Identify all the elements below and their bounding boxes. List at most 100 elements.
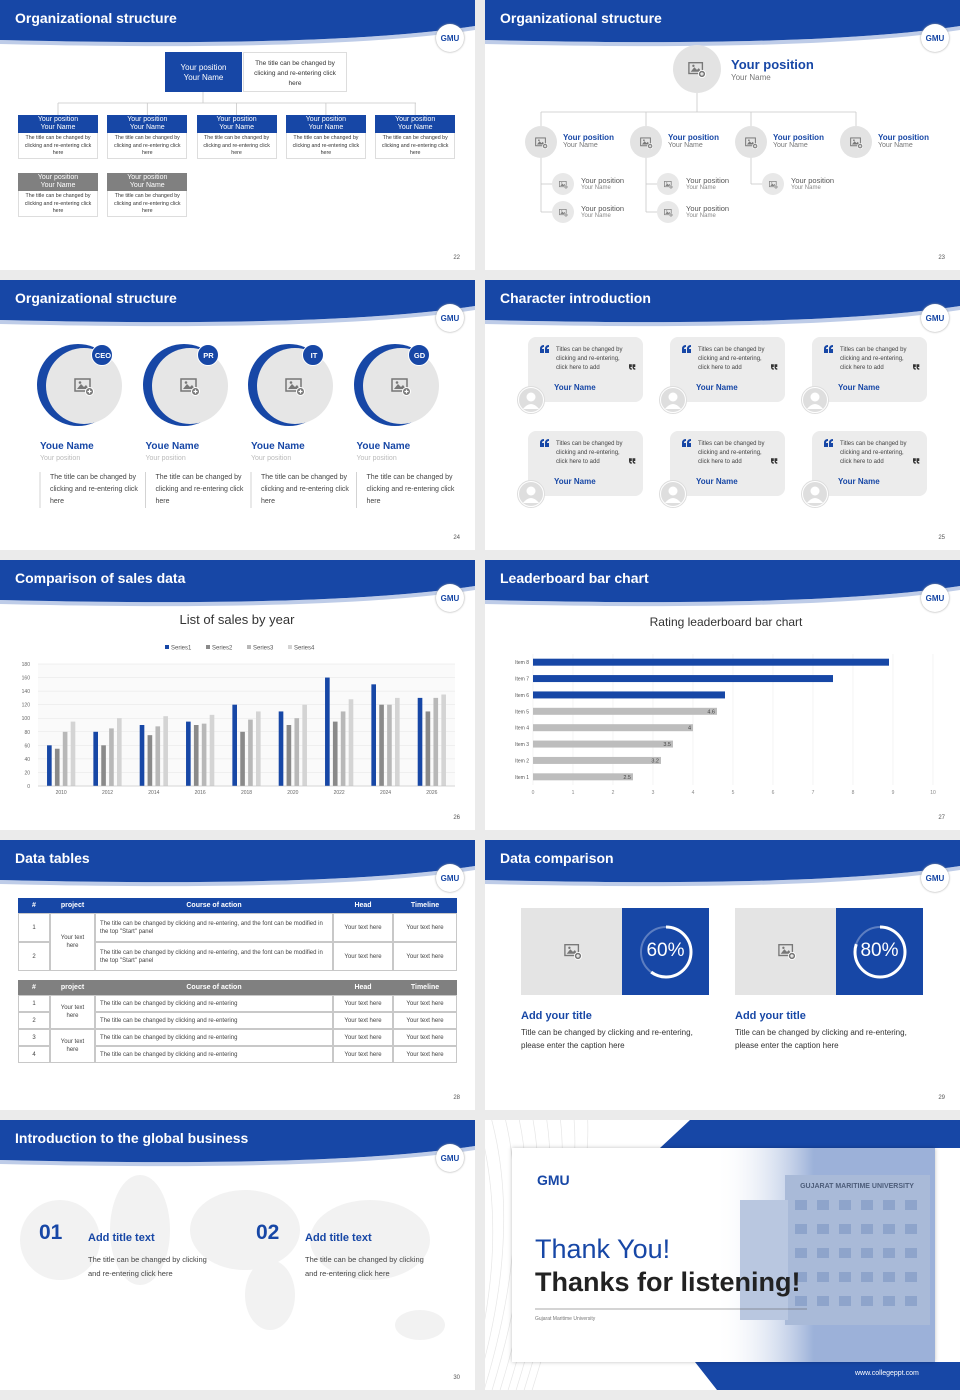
avatar-body: [523, 404, 539, 409]
legend-label: Series4: [294, 646, 315, 652]
position: Your position: [127, 174, 168, 181]
icon-sun: [665, 181, 667, 184]
map-continent: [20, 1200, 100, 1280]
member-note: The title can be changed by clicking and…: [261, 474, 349, 505]
avatar-icon: [803, 388, 827, 412]
avatar-icon: [661, 482, 685, 506]
avatar: [517, 386, 545, 414]
logo-text: GMU: [440, 594, 460, 603]
bar: [533, 658, 889, 666]
map-continent: [310, 1200, 430, 1280]
icon-mountain: [769, 183, 776, 186]
name: Your Name: [40, 124, 76, 131]
bar: [441, 694, 446, 786]
member-header: Your position Your Name: [107, 115, 188, 133]
timeline-cell: Your text here: [393, 1029, 457, 1046]
icon-sun: [184, 381, 187, 384]
graphics: List of sales by year Series1 Series2 Serie…: [22, 612, 455, 796]
icon-frame: [558, 208, 567, 215]
window: [817, 1224, 829, 1234]
row-number: 4: [18, 1046, 50, 1063]
quote-icon: [540, 439, 549, 447]
quote-text: Titles can be changed by clicking and re…: [556, 441, 623, 465]
quote-icon: [913, 458, 920, 464]
quote-icon: [629, 364, 636, 370]
member-note: The title can be changed by clicking and…: [107, 191, 188, 217]
logo: GMU: [537, 1172, 570, 1188]
card-name: Your Name: [554, 383, 596, 392]
page-number: 23: [938, 255, 945, 261]
data-label: 4: [688, 726, 691, 732]
card-name: Your Name: [838, 383, 880, 392]
child-position: Your position: [791, 176, 835, 185]
image-icon: [778, 944, 796, 960]
name: Your Name: [773, 142, 808, 149]
quote-shape: [913, 458, 920, 464]
slide: Introduction to the global business GMU 30…: [0, 1120, 475, 1390]
bar: [278, 711, 284, 786]
member-position: Your position: [145, 455, 186, 462]
subtitle: Thanks for listening!: [535, 1267, 801, 1297]
quote-shape: [629, 364, 636, 370]
item-number: 02: [256, 1221, 280, 1244]
bar: [186, 721, 191, 786]
ring: [853, 925, 906, 978]
x-tick-label: 2014: [148, 790, 159, 796]
header-accent: [485, 866, 960, 887]
member-name: Youe Name: [251, 441, 305, 452]
window: [905, 1272, 917, 1282]
icon-mountain: [77, 384, 89, 389]
image-icon: [639, 136, 653, 149]
avatar: [801, 386, 829, 414]
row-number: 3: [18, 1029, 50, 1046]
slide-title: Organizational structure: [500, 10, 662, 26]
y-tick-label: 20: [24, 770, 30, 776]
quote-shape: [540, 345, 549, 353]
ring-value: [639, 925, 692, 978]
timeline-cell: Your text here: [393, 913, 457, 942]
x-tick-label: 2018: [241, 790, 252, 796]
row-number: 1: [18, 995, 50, 1012]
avatar-body: [807, 404, 823, 409]
y-tick-label: 180: [22, 662, 31, 668]
avatar-head: [668, 392, 678, 402]
graphics: [39, 472, 357, 508]
page-number: 26: [453, 815, 460, 821]
avatar-circle: [552, 201, 574, 223]
header-accent: [0, 586, 475, 607]
header-band: [0, 280, 475, 323]
course-cell: The title can be changed by clicking and…: [95, 1029, 333, 1046]
y-tick-label: Item 7: [515, 677, 529, 683]
website: www.collegeppt.com: [855, 1370, 919, 1377]
quote-icon: [824, 345, 833, 353]
quote-shape: [824, 439, 833, 447]
logo: GMU: [921, 584, 949, 612]
quote-shape: [824, 345, 833, 353]
window: [839, 1272, 851, 1282]
quote-icon: [771, 458, 778, 464]
badge: PR: [196, 344, 219, 366]
icon-frame: [663, 180, 672, 187]
item-heading: Add your title: [735, 1010, 806, 1022]
y-tick-label: Item 6: [515, 693, 529, 699]
data-label: 4.6: [707, 709, 715, 715]
member-note: The title can be changed by clicking and…: [285, 133, 366, 159]
item-caption: Title can be changed by clicking and re-…: [521, 1028, 693, 1050]
bar: [533, 691, 725, 699]
bar: [116, 718, 122, 786]
member-position: Your position: [40, 455, 81, 462]
quote-shape: [771, 364, 778, 370]
x-tick-label: 2010: [56, 790, 67, 796]
image-icon: [534, 136, 548, 149]
image-icon: [663, 180, 673, 189]
window: [795, 1296, 807, 1306]
avatar-icon: [661, 388, 685, 412]
quote-shape: [540, 439, 549, 447]
icon-mountain: [780, 949, 792, 954]
table-header: Timeline: [393, 980, 457, 995]
y-tick-label: 0: [27, 784, 30, 790]
project-cell: Your text here: [50, 995, 95, 1029]
image-icon: [768, 180, 778, 189]
x-tick-label: 7: [812, 790, 815, 796]
